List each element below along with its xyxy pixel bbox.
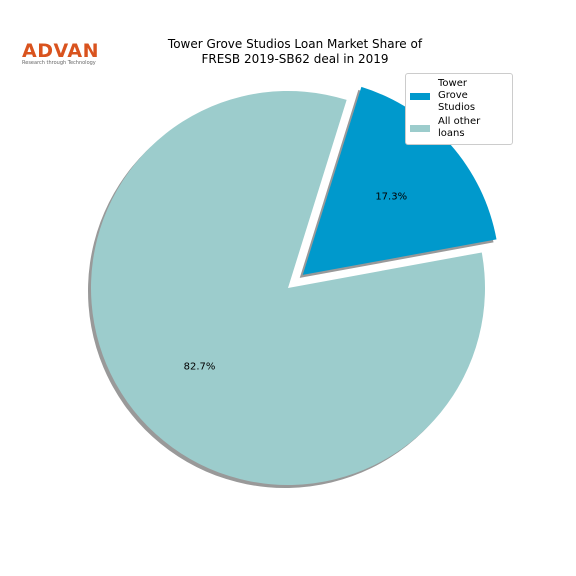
logo-tagline: Research through Technology: [22, 60, 96, 66]
slice: [302, 86, 497, 275]
legend-label: All other loans: [438, 116, 481, 139]
slice: [90, 91, 486, 486]
logo: ADVAN: [22, 40, 99, 62]
slice-label: 17.3%: [375, 192, 407, 203]
slice-label: 82.7%: [184, 361, 216, 372]
legend-item: All other loans: [406, 115, 512, 141]
legend-swatch: [410, 92, 430, 100]
chart-title: Tower Grove Studios Loan Market Share of…: [167, 37, 423, 66]
legend-swatch: [410, 124, 430, 132]
legend-item: Tower Grove Studios: [406, 77, 512, 115]
legend: Tower Grove Studios All other loans: [405, 73, 513, 145]
legend-label: Tower Grove Studios: [438, 78, 476, 113]
